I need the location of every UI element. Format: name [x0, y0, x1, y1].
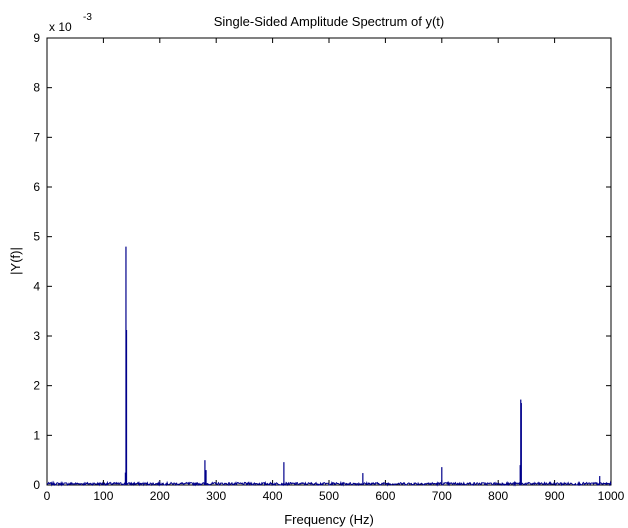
x-tick-label: 1000	[598, 489, 625, 503]
y-axis-multiplier: x 10 -3	[49, 12, 92, 34]
x-tick-label: 600	[375, 489, 395, 503]
y-tick-label: 9	[33, 31, 40, 45]
x-tick-label: 400	[263, 489, 283, 503]
x-axis-label: Frequency (Hz)	[284, 512, 374, 527]
y-tick-label: 2	[33, 379, 40, 393]
plot-area	[46, 37, 612, 486]
y-tick-label: 3	[33, 329, 40, 343]
spectrum-series	[46, 246, 612, 487]
x-tick-label: 900	[545, 489, 565, 503]
x-axis-ticks: 0 100 200 300 400 500 600 700 800 900 1000	[44, 38, 625, 503]
chart-title: Single-Sided Amplitude Spectrum of y(t)	[214, 14, 445, 29]
y-tick-label: 6	[33, 180, 40, 194]
y-axis-ticks: 0 1 2 3 4 5 6 7 8 9	[33, 31, 611, 492]
x-tick-label: 800	[488, 489, 508, 503]
y-axis-label: |Y(f)|	[8, 247, 23, 275]
x-tick-label: 200	[150, 489, 170, 503]
y-tick-label: 8	[33, 81, 40, 95]
x-tick-label: 0	[44, 489, 51, 503]
y-multiplier-exponent: -3	[83, 12, 92, 23]
x-tick-label: 500	[319, 489, 339, 503]
x-tick-label: 300	[206, 489, 226, 503]
y-tick-label: 4	[33, 279, 40, 293]
y-multiplier-base: x 10	[49, 20, 72, 34]
y-tick-label: 1	[33, 428, 40, 442]
noise-floor-line	[46, 480, 612, 487]
y-tick-label: 0	[33, 478, 40, 492]
x-tick-label: 100	[93, 489, 113, 503]
x-tick-label: 700	[432, 489, 452, 503]
y-tick-label: 5	[33, 230, 40, 244]
y-tick-label: 7	[33, 130, 40, 144]
